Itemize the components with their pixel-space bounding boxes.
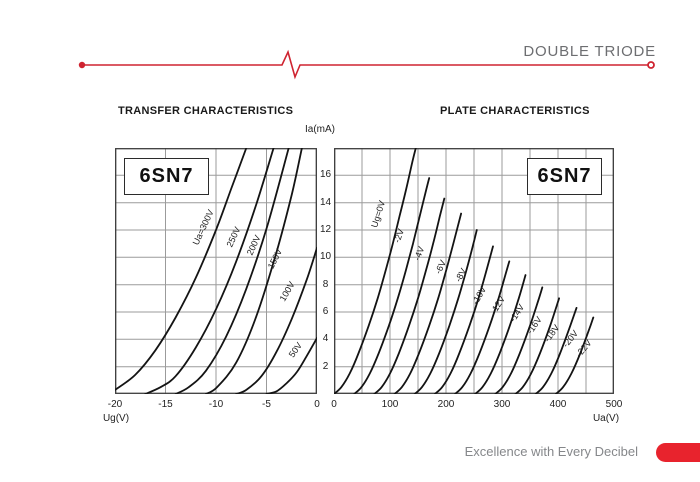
y-tick-label: 8 xyxy=(322,278,329,290)
transfer-chart-title: TRANSFER CHARACTERISTICS xyxy=(118,105,294,117)
curve-label: 200V xyxy=(245,233,263,256)
curve-label: 50V xyxy=(287,340,304,359)
y-axis-label: Ia(mA) xyxy=(305,124,335,135)
curve-label: 250V xyxy=(225,225,243,248)
tube-model-badge: 6SN7 xyxy=(124,158,209,195)
curve-20V xyxy=(534,307,578,394)
y-tick-label: 14 xyxy=(319,196,332,208)
curve-50V xyxy=(265,337,317,394)
brand-tagline: Excellence with Every Decibel xyxy=(464,444,638,459)
curve-label: 100V xyxy=(278,280,297,303)
plot-border xyxy=(334,148,614,394)
divider-start-dot xyxy=(78,61,86,69)
curve-label: Ug=0V xyxy=(369,199,387,229)
x-tick-label: -20 xyxy=(107,399,123,410)
curve-14V xyxy=(474,274,527,394)
x-tick-label: 200 xyxy=(437,399,455,410)
x-tick-label: 100 xyxy=(381,399,399,410)
y-tick-label: 2 xyxy=(322,360,329,372)
curve-250V xyxy=(144,148,275,394)
y-tick-label: 16 xyxy=(319,169,332,181)
curve-22V xyxy=(554,316,595,394)
curve-label: -14V xyxy=(508,302,527,323)
x-tick-label: 300 xyxy=(493,399,511,410)
curve-label: -18V xyxy=(542,323,561,344)
plate-chart: Ug=0V -2V -4V -6V -8V -10V -12V -14V -16V -18V -20… xyxy=(334,148,614,394)
transfer-chart: Ua=300V 250V 200V 150V 100V 50V 6SN7 xyxy=(115,148,317,394)
x-tick-label: 500 xyxy=(605,399,623,410)
plate-x-axis-label: Ua(V) xyxy=(592,413,620,424)
transfer-x-axis-label: Ug(V) xyxy=(102,413,130,424)
x-tick-label: -10 xyxy=(208,399,224,410)
curve-150V xyxy=(205,148,303,394)
plate-chart-plot-area: Ug=0V-2V-4V-6V -8V-10V -12V -14V-16V-18V-20… xyxy=(334,148,614,394)
brand-pill-shape xyxy=(656,443,700,462)
y-tick-label: 6 xyxy=(322,306,329,317)
curve-label: 150V xyxy=(266,247,284,270)
y-tick-label: 4 xyxy=(322,333,329,345)
tube-model-badge: 6SN7 xyxy=(527,158,602,195)
page-title: DOUBLE TRIODE xyxy=(523,43,656,60)
x-tick-label: 0 xyxy=(331,399,337,410)
transfer-x-axis-ticks: -20 -15 -10 -5 0 xyxy=(108,399,320,413)
curve-label: -16V xyxy=(525,315,544,336)
x-tick-label: -15 xyxy=(158,399,173,410)
curve-10V xyxy=(433,245,494,394)
curve-label: -22V xyxy=(574,338,594,359)
plate-x-axis-ticks: 0 100 200 300 400 500 xyxy=(331,399,622,413)
y-tick-label: 12 xyxy=(319,224,332,235)
x-tick-label: 400 xyxy=(549,399,567,410)
grid-lines xyxy=(115,148,317,394)
curve-12V xyxy=(454,260,511,394)
plot-border xyxy=(115,148,317,394)
y-tick-label: 10 xyxy=(319,251,332,263)
curve-label: -10V xyxy=(470,285,488,306)
curve-200V xyxy=(174,148,290,394)
x-tick-label: 0 xyxy=(314,399,320,410)
curve-4V xyxy=(373,197,446,394)
curve-2V xyxy=(353,177,431,394)
curve-18V xyxy=(514,297,560,394)
y-axis-ticks: 2 4 6 8 10 12 14 16 xyxy=(317,148,334,394)
curve-Ug0V xyxy=(334,148,417,394)
curve-8V xyxy=(413,229,478,394)
plate-chart-title: PLATE CHARACTERISTICS xyxy=(440,105,590,117)
curve-100V xyxy=(235,246,317,394)
x-tick-label: -5 xyxy=(262,399,271,410)
curve-label: -4V xyxy=(412,245,427,262)
divider-end-ring xyxy=(647,61,655,69)
curve-label: -2V xyxy=(392,227,406,244)
curve-6V xyxy=(393,212,462,394)
curve-16V xyxy=(494,286,544,394)
heartbeat-divider-line xyxy=(78,49,655,80)
curve-Ua300V xyxy=(115,148,248,391)
